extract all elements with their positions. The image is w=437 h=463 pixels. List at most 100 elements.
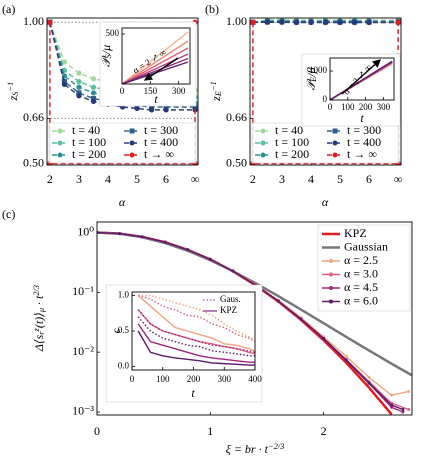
marker: [401, 410, 405, 414]
y-axis-label-part: −1: [6, 82, 15, 92]
legend-marker: [332, 140, 338, 146]
marker: [163, 104, 169, 110]
legend-label: t = 100: [72, 135, 106, 149]
y-axis-label-part: · t: [32, 295, 46, 308]
marker: [308, 19, 314, 26]
legend-label: α = 4.5: [344, 280, 378, 294]
marker: [186, 248, 190, 252]
marker: [90, 76, 97, 82]
marker: [322, 336, 326, 340]
marker: [337, 19, 343, 26]
marker: [344, 354, 348, 358]
legend-marker: [57, 152, 63, 158]
legend-marker: [329, 286, 333, 290]
marker: [118, 232, 122, 236]
legend-marker: [260, 152, 266, 158]
legend-frame: [251, 122, 400, 164]
y-tick-label: 10⁻³: [72, 404, 94, 418]
marker: [322, 19, 329, 26]
series-line: [137, 309, 255, 353]
y-tick-label: 1.00: [226, 14, 247, 28]
marker: [264, 19, 271, 25]
y-tick-label: 10⁰: [77, 224, 94, 238]
series-line: [122, 40, 189, 84]
x-tick-label: 0: [130, 374, 135, 384]
series-line: [49, 22, 196, 108]
x-tick-label: 200: [359, 102, 373, 112]
legend-marker: [332, 152, 338, 158]
legend-marker: [129, 128, 135, 134]
marker: [163, 107, 169, 113]
series-line: [137, 330, 255, 366]
y-axis-label-part: E: [309, 77, 318, 83]
marker: [134, 105, 140, 112]
marker: [76, 70, 82, 76]
legend-label: t → ∞: [347, 147, 377, 161]
series-line: [138, 294, 255, 341]
marker: [61, 81, 68, 88]
y-axis-label-part: 2/3: [32, 285, 41, 296]
legend-marker: [57, 140, 63, 146]
y-tick-label: 1.00: [23, 14, 44, 28]
legend-label: t = 400: [347, 135, 381, 149]
arrow: [341, 59, 382, 95]
x-tick-label: 3: [279, 172, 285, 186]
x-axis-label: α: [322, 195, 329, 209]
marker: [90, 95, 97, 102]
y-axis-label-part: Δ⟨s: [32, 334, 46, 352]
legend-marker: [260, 140, 266, 146]
y-axis-label-part: z: [6, 95, 20, 101]
x-tick-label: 5: [337, 172, 343, 186]
x-tick-label: 5: [134, 172, 140, 186]
legend-label: Gaussian: [344, 239, 388, 253]
marker: [76, 84, 82, 90]
legend-label: α = 3.0: [344, 266, 378, 280]
x-tick-label: 2: [250, 172, 256, 186]
legend-label: α = 2.5: [344, 253, 378, 267]
legend-marker: [332, 128, 338, 134]
x-tick-label: 400: [248, 374, 262, 384]
marker: [276, 299, 280, 303]
marker: [299, 317, 303, 321]
legend-label: t = 200: [72, 147, 106, 161]
marker: [148, 104, 155, 110]
marker: [61, 59, 68, 65]
x-axis-label-part: −2/3: [268, 442, 284, 451]
marker: [90, 84, 97, 90]
marker: [407, 389, 411, 393]
marker: [344, 358, 348, 362]
x-tick-label: 0: [120, 86, 125, 96]
plot-area: [250, 18, 401, 165]
arrow: [143, 57, 179, 81]
axes-frame: [329, 57, 395, 101]
marker: [231, 269, 235, 273]
x-tick-label: 0: [328, 102, 333, 112]
legend-marker: [329, 259, 333, 263]
y-axis-label-part: −1: [209, 81, 218, 91]
marker: [390, 403, 394, 407]
marker: [279, 19, 285, 25]
y-axis-label-part: S: [104, 53, 113, 58]
legend-label: t = 40: [275, 123, 303, 137]
x-tick-label: 3: [76, 172, 82, 186]
marker: [208, 257, 212, 261]
y-axis-label: ϵ: [109, 327, 123, 333]
marker: [90, 98, 97, 104]
x-axis-label: t: [154, 92, 158, 106]
series-line: [122, 31, 189, 84]
y-axis-label: Δ⟨srz(t)⟩μ · t2/3: [32, 285, 46, 352]
marker: [61, 79, 68, 85]
y-tick-label: 10⁻²: [72, 344, 94, 358]
marker: [395, 19, 401, 25]
x-tick-label: 100: [341, 102, 355, 112]
x-axis-label: t: [360, 111, 364, 125]
legend-label: t = 100: [275, 135, 309, 149]
axes-frame: [96, 221, 413, 416]
marker: [47, 19, 53, 25]
legend-label: α = 6.0: [344, 293, 378, 307]
legend-label: t = 40: [72, 123, 100, 137]
legend-label: t = 400: [144, 135, 178, 149]
plot-area: [330, 60, 393, 100]
legend-marker: [129, 152, 135, 158]
